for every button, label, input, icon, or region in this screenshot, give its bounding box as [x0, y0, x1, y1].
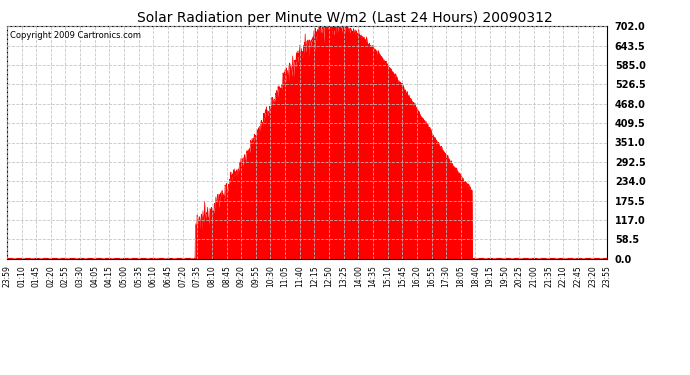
- Text: Solar Radiation per Minute W/m2 (Last 24 Hours) 20090312: Solar Radiation per Minute W/m2 (Last 24…: [137, 11, 553, 25]
- Text: Copyright 2009 Cartronics.com: Copyright 2009 Cartronics.com: [10, 31, 141, 40]
